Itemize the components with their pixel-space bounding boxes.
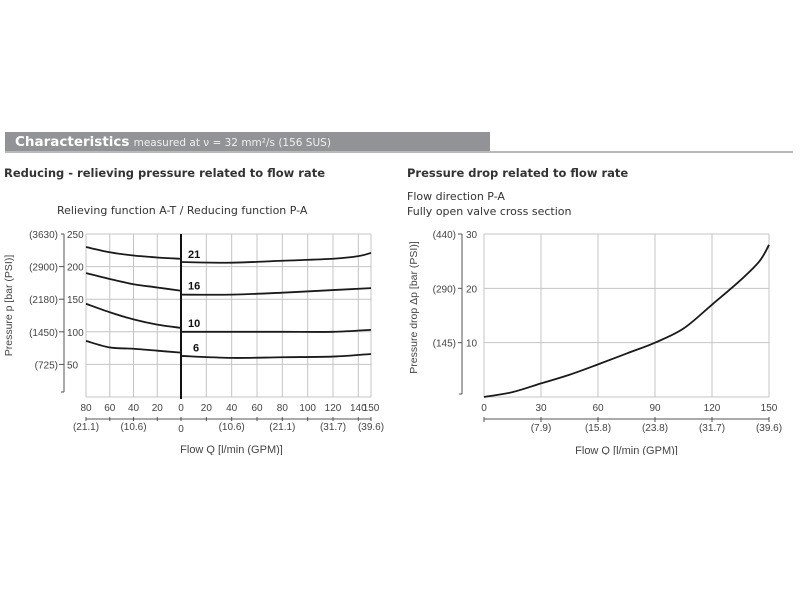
x-secondary-tick-label: (10.6): [219, 422, 245, 433]
y-tick-label: 100: [67, 328, 84, 339]
y-tick-label: 200: [67, 263, 84, 274]
y-tick-label: 10: [466, 339, 478, 350]
x-tick-label: 100: [299, 403, 316, 414]
x-secondary-tick-label: (31.7): [699, 423, 725, 434]
x-tick-label: 60: [592, 403, 604, 414]
y-secondary-tick-label: (145): [433, 339, 456, 350]
y-secondary-tick-label: (2900): [29, 263, 58, 274]
x-secondary-tick-label: (39.6): [756, 423, 782, 434]
x-tick-label: 80: [80, 403, 92, 414]
reducing-curve-6: [180, 353, 372, 359]
x-tick-label: 150: [363, 403, 380, 414]
x-tick-label: 0: [178, 403, 184, 414]
x-axis-label: Flow Q [l/min (GPM)]: [180, 444, 283, 455]
relieving-curve-6: [85, 340, 182, 354]
right-chart-caption-1: Flow direction P-A: [407, 190, 505, 203]
right-chart-caption-2: Fully open valve cross section: [407, 205, 572, 218]
x-tick-label: 40: [128, 403, 140, 414]
x-secondary-tick-label: (39.6): [358, 422, 384, 433]
x-tick-label: 120: [325, 403, 342, 414]
y-secondary-tick-label: (1450): [29, 328, 58, 339]
curve-label-16: 16: [188, 281, 200, 293]
x-tick-label: 80: [277, 403, 289, 414]
x-tick-label: 150: [761, 403, 778, 414]
pressure-drop-chart: 10 (145) 20 (290) 30 (440) Pressure drop Δp [b…: [408, 230, 782, 455]
reducing-curve-21: [180, 252, 372, 264]
reducing-curve-10: [181, 328, 372, 333]
x-secondary-tick-label: (23.8): [642, 423, 668, 434]
x-tick-label: 140: [350, 403, 367, 414]
section-subtitle: measured at ν = 32 mm²/s (156 SUS): [133, 137, 331, 149]
curve-label-6: 6: [193, 343, 199, 355]
relieving-curve-16: [85, 272, 182, 292]
right-chart-heading: Pressure drop related to flow rate: [407, 166, 629, 180]
x-secondary-tick-label: (21.1): [269, 422, 295, 433]
relieving-curve-21: [85, 246, 182, 260]
y-secondary-tick-label: (440): [433, 230, 456, 241]
x-secondary-tick-label: 0: [178, 424, 184, 435]
x-secondary-tick-label: (21.1): [73, 422, 99, 433]
reducing-curve-16: [180, 287, 372, 296]
x-tick-label: 20: [152, 403, 164, 414]
x-axis-label: Flow Q [l/min (GPM)]: [575, 445, 678, 455]
pressure-drop-curve: [483, 244, 770, 398]
left-chart-caption: Relieving function A-T / Reducing functi…: [57, 204, 308, 217]
section-divider: [5, 151, 793, 153]
section-title: Characteristics measured at ν = 32 mm²/s…: [15, 134, 331, 150]
left-chart-heading: Reducing - relieving pressure related to…: [4, 166, 325, 180]
x-secondary-tick-label: (7.9): [531, 423, 552, 434]
curve-label-21: 21: [188, 249, 200, 261]
x-tick-label: 30: [535, 403, 547, 414]
x-secondary-tick-label: (31.7): [320, 422, 346, 433]
y-tick-label: 250: [67, 230, 84, 241]
x-tick-label: 0: [481, 403, 487, 414]
x-tick-label: 60: [104, 403, 116, 414]
section-header-bar: [5, 132, 490, 152]
x-secondary-tick-label: (15.8): [585, 423, 611, 434]
y-axis-label: Pressure drop Δp [bar (PSI)]: [408, 241, 420, 374]
y-axis-label: Pressure p [bar (PSI)]: [3, 255, 15, 357]
x-tick-label: 60: [251, 403, 263, 414]
x-tick-label: 40: [226, 403, 238, 414]
curve-label-10: 10: [188, 318, 200, 330]
x-tick-label: 90: [649, 403, 661, 414]
relieving-curve-10: [85, 302, 182, 329]
y-secondary-tick-label: (3630): [29, 230, 58, 241]
y-tick-label: 30: [466, 230, 478, 241]
y-tick-label: 20: [466, 284, 478, 295]
x-tick-label: 120: [704, 403, 721, 414]
x-secondary-tick-label: (10.6): [120, 422, 146, 433]
y-tick-label: 50: [67, 360, 79, 371]
y-tick-label: 150: [67, 295, 84, 306]
section-title-main: Characteristics: [15, 134, 130, 150]
y-secondary-tick-label: (2180): [29, 295, 58, 306]
y-secondary-tick-label: (290): [433, 284, 456, 295]
y-secondary-tick-label: (725): [35, 360, 58, 371]
x-tick-label: 20: [201, 403, 213, 414]
pressure-flow-chart: 50(725)100(1450)150(2180)200(2900)250(36…: [3, 230, 384, 455]
